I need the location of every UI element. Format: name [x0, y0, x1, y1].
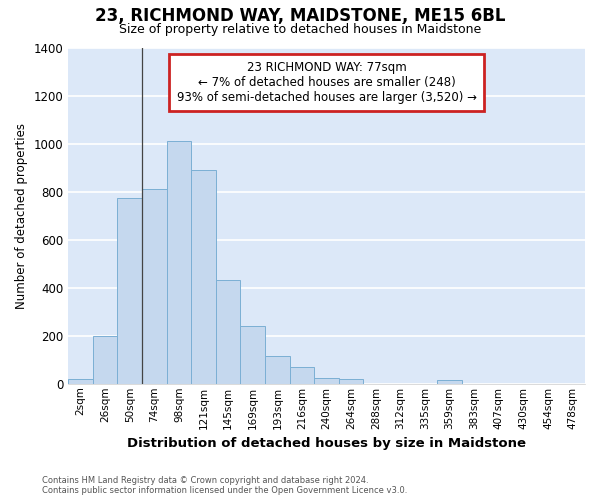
Text: 23, RICHMOND WAY, MAIDSTONE, ME15 6BL: 23, RICHMOND WAY, MAIDSTONE, ME15 6BL — [95, 8, 505, 26]
Bar — [142, 189, 167, 384]
Bar — [68, 380, 93, 384]
X-axis label: Distribution of detached houses by size in Maidstone: Distribution of detached houses by size … — [127, 437, 526, 450]
Bar — [265, 356, 290, 384]
Bar — [93, 336, 118, 384]
Text: Contains HM Land Registry data © Crown copyright and database right 2024.
Contai: Contains HM Land Registry data © Crown c… — [42, 476, 407, 495]
Y-axis label: Number of detached properties: Number of detached properties — [15, 122, 28, 308]
Bar — [314, 378, 339, 384]
Bar — [290, 367, 314, 384]
Bar — [216, 280, 241, 384]
Bar — [437, 380, 462, 384]
Bar — [167, 141, 191, 384]
Bar — [191, 170, 216, 384]
Bar — [241, 326, 265, 384]
Bar — [339, 379, 364, 384]
Text: 23 RICHMOND WAY: 77sqm
← 7% of detached houses are smaller (248)
93% of semi-det: 23 RICHMOND WAY: 77sqm ← 7% of detached … — [176, 61, 476, 104]
Bar — [118, 198, 142, 384]
Text: Size of property relative to detached houses in Maidstone: Size of property relative to detached ho… — [119, 22, 481, 36]
